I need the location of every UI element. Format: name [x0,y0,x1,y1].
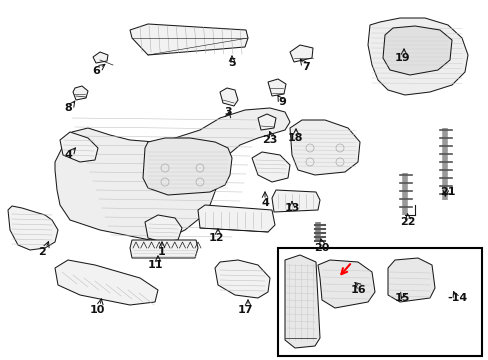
Polygon shape [130,240,198,258]
Text: 20: 20 [314,243,329,253]
Text: 12: 12 [208,233,224,243]
Text: 5: 5 [228,58,235,68]
Polygon shape [93,52,108,63]
Text: 15: 15 [393,293,409,303]
Polygon shape [317,260,374,308]
Text: 3: 3 [224,107,231,117]
Text: 19: 19 [393,53,409,63]
Polygon shape [55,108,289,240]
Text: 21: 21 [439,187,455,197]
Polygon shape [145,215,182,242]
Text: 4: 4 [261,198,268,208]
Text: -14: -14 [447,293,467,303]
Text: 16: 16 [349,285,365,295]
Polygon shape [289,45,312,62]
Polygon shape [198,205,274,232]
Polygon shape [367,18,467,95]
Polygon shape [215,260,269,298]
Text: 7: 7 [302,62,309,72]
Polygon shape [55,260,158,305]
Polygon shape [8,206,58,250]
Polygon shape [382,26,451,75]
Text: 6: 6 [92,66,100,76]
Polygon shape [73,86,88,100]
Text: 11: 11 [147,260,163,270]
Polygon shape [267,79,285,96]
Text: 8: 8 [64,103,72,113]
Bar [278,248,481,356]
Polygon shape [271,190,319,212]
Text: 4: 4 [64,150,72,160]
Polygon shape [60,132,98,162]
Text: 1: 1 [158,247,165,257]
Text: 10: 10 [89,305,104,315]
Polygon shape [251,152,289,182]
Polygon shape [289,120,359,175]
Polygon shape [142,138,231,195]
Text: 13: 13 [284,203,299,213]
Text: 2: 2 [38,247,46,257]
Text: 9: 9 [278,97,285,107]
Text: 18: 18 [286,133,302,143]
Text: 22: 22 [400,217,415,227]
Polygon shape [285,255,319,348]
Polygon shape [220,88,238,106]
Polygon shape [130,24,247,55]
Polygon shape [387,258,434,302]
Polygon shape [258,114,275,130]
Text: 17: 17 [237,305,252,315]
Text: 23: 23 [262,135,277,145]
